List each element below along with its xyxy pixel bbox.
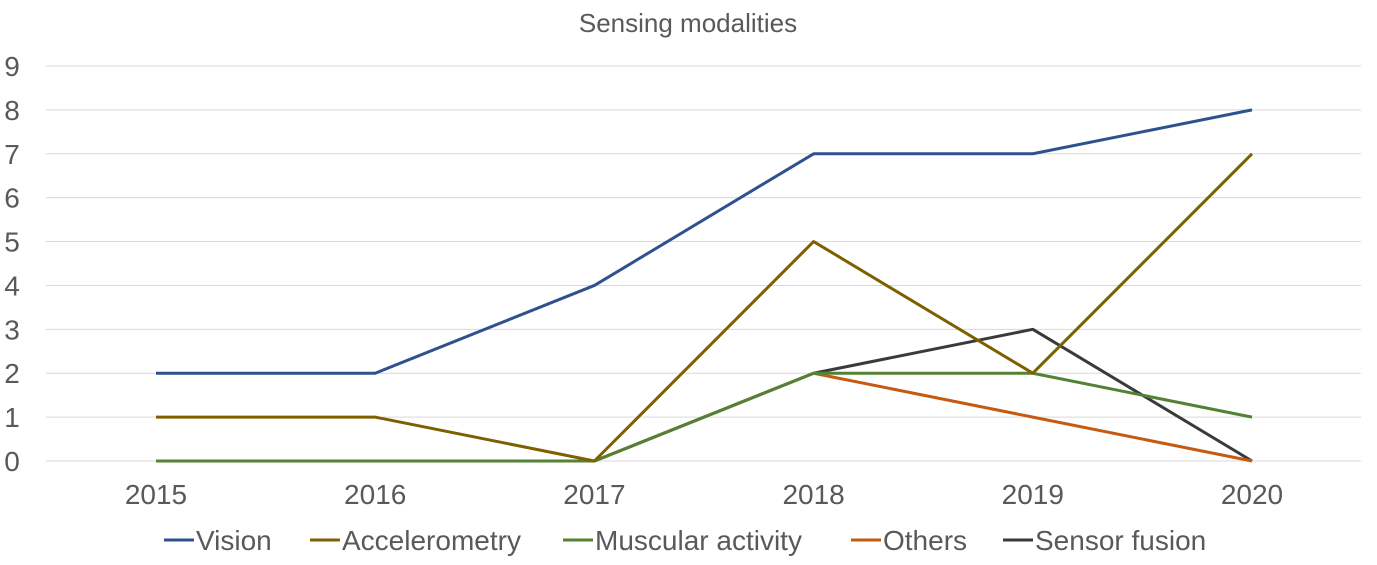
y-tick-label: 7 [4, 139, 20, 170]
y-tick-label: 6 [4, 183, 20, 214]
legend-label: Vision [196, 525, 272, 556]
x-tick-label: 2017 [563, 479, 625, 510]
y-tick-label: 5 [4, 227, 20, 258]
x-axis: 2015 2016 2017 2018 2019 2020 [125, 479, 1283, 510]
y-tick-label: 8 [4, 95, 20, 126]
legend-label: Others [883, 525, 967, 556]
legend-label: Accelerometry [342, 525, 521, 556]
series-line-vision [156, 108, 1253, 375]
y-axis: 0 1 2 3 4 5 6 7 8 9 [4, 51, 20, 477]
y-tick-label: 2 [4, 358, 20, 389]
legend-item-accelerometry: Accelerometry [310, 525, 521, 556]
legend-item-vision: Vision [164, 525, 272, 556]
chart-title: Sensing modalities [579, 8, 797, 38]
series-line-accelerometry [156, 152, 1254, 463]
legend-item-muscular-activity: Muscular activity [563, 525, 802, 556]
y-tick-label: 4 [4, 270, 20, 301]
legend-item-others: Others [851, 525, 967, 556]
legend-label: Sensor fusion [1035, 525, 1206, 556]
gridlines [46, 65, 1361, 462]
series-line-muscular-activity [156, 371, 1253, 463]
legend-label: Muscular activity [595, 525, 802, 556]
legend-item-sensor-fusion: Sensor fusion [1003, 525, 1206, 556]
y-tick-label: 9 [4, 51, 20, 82]
x-tick-label: 2018 [782, 479, 844, 510]
x-tick-label: 2016 [344, 479, 406, 510]
series-lines [156, 108, 1254, 463]
y-tick-label: 0 [4, 446, 20, 477]
x-tick-label: 2020 [1221, 479, 1283, 510]
series-line-sensor-fusion [156, 327, 1253, 463]
legend: Vision Accelerometry Muscular activity Othe… [164, 525, 1206, 556]
y-tick-label: 1 [4, 402, 20, 433]
y-tick-label: 3 [4, 314, 20, 345]
x-tick-label: 2019 [1002, 479, 1064, 510]
x-tick-label: 2015 [125, 479, 187, 510]
